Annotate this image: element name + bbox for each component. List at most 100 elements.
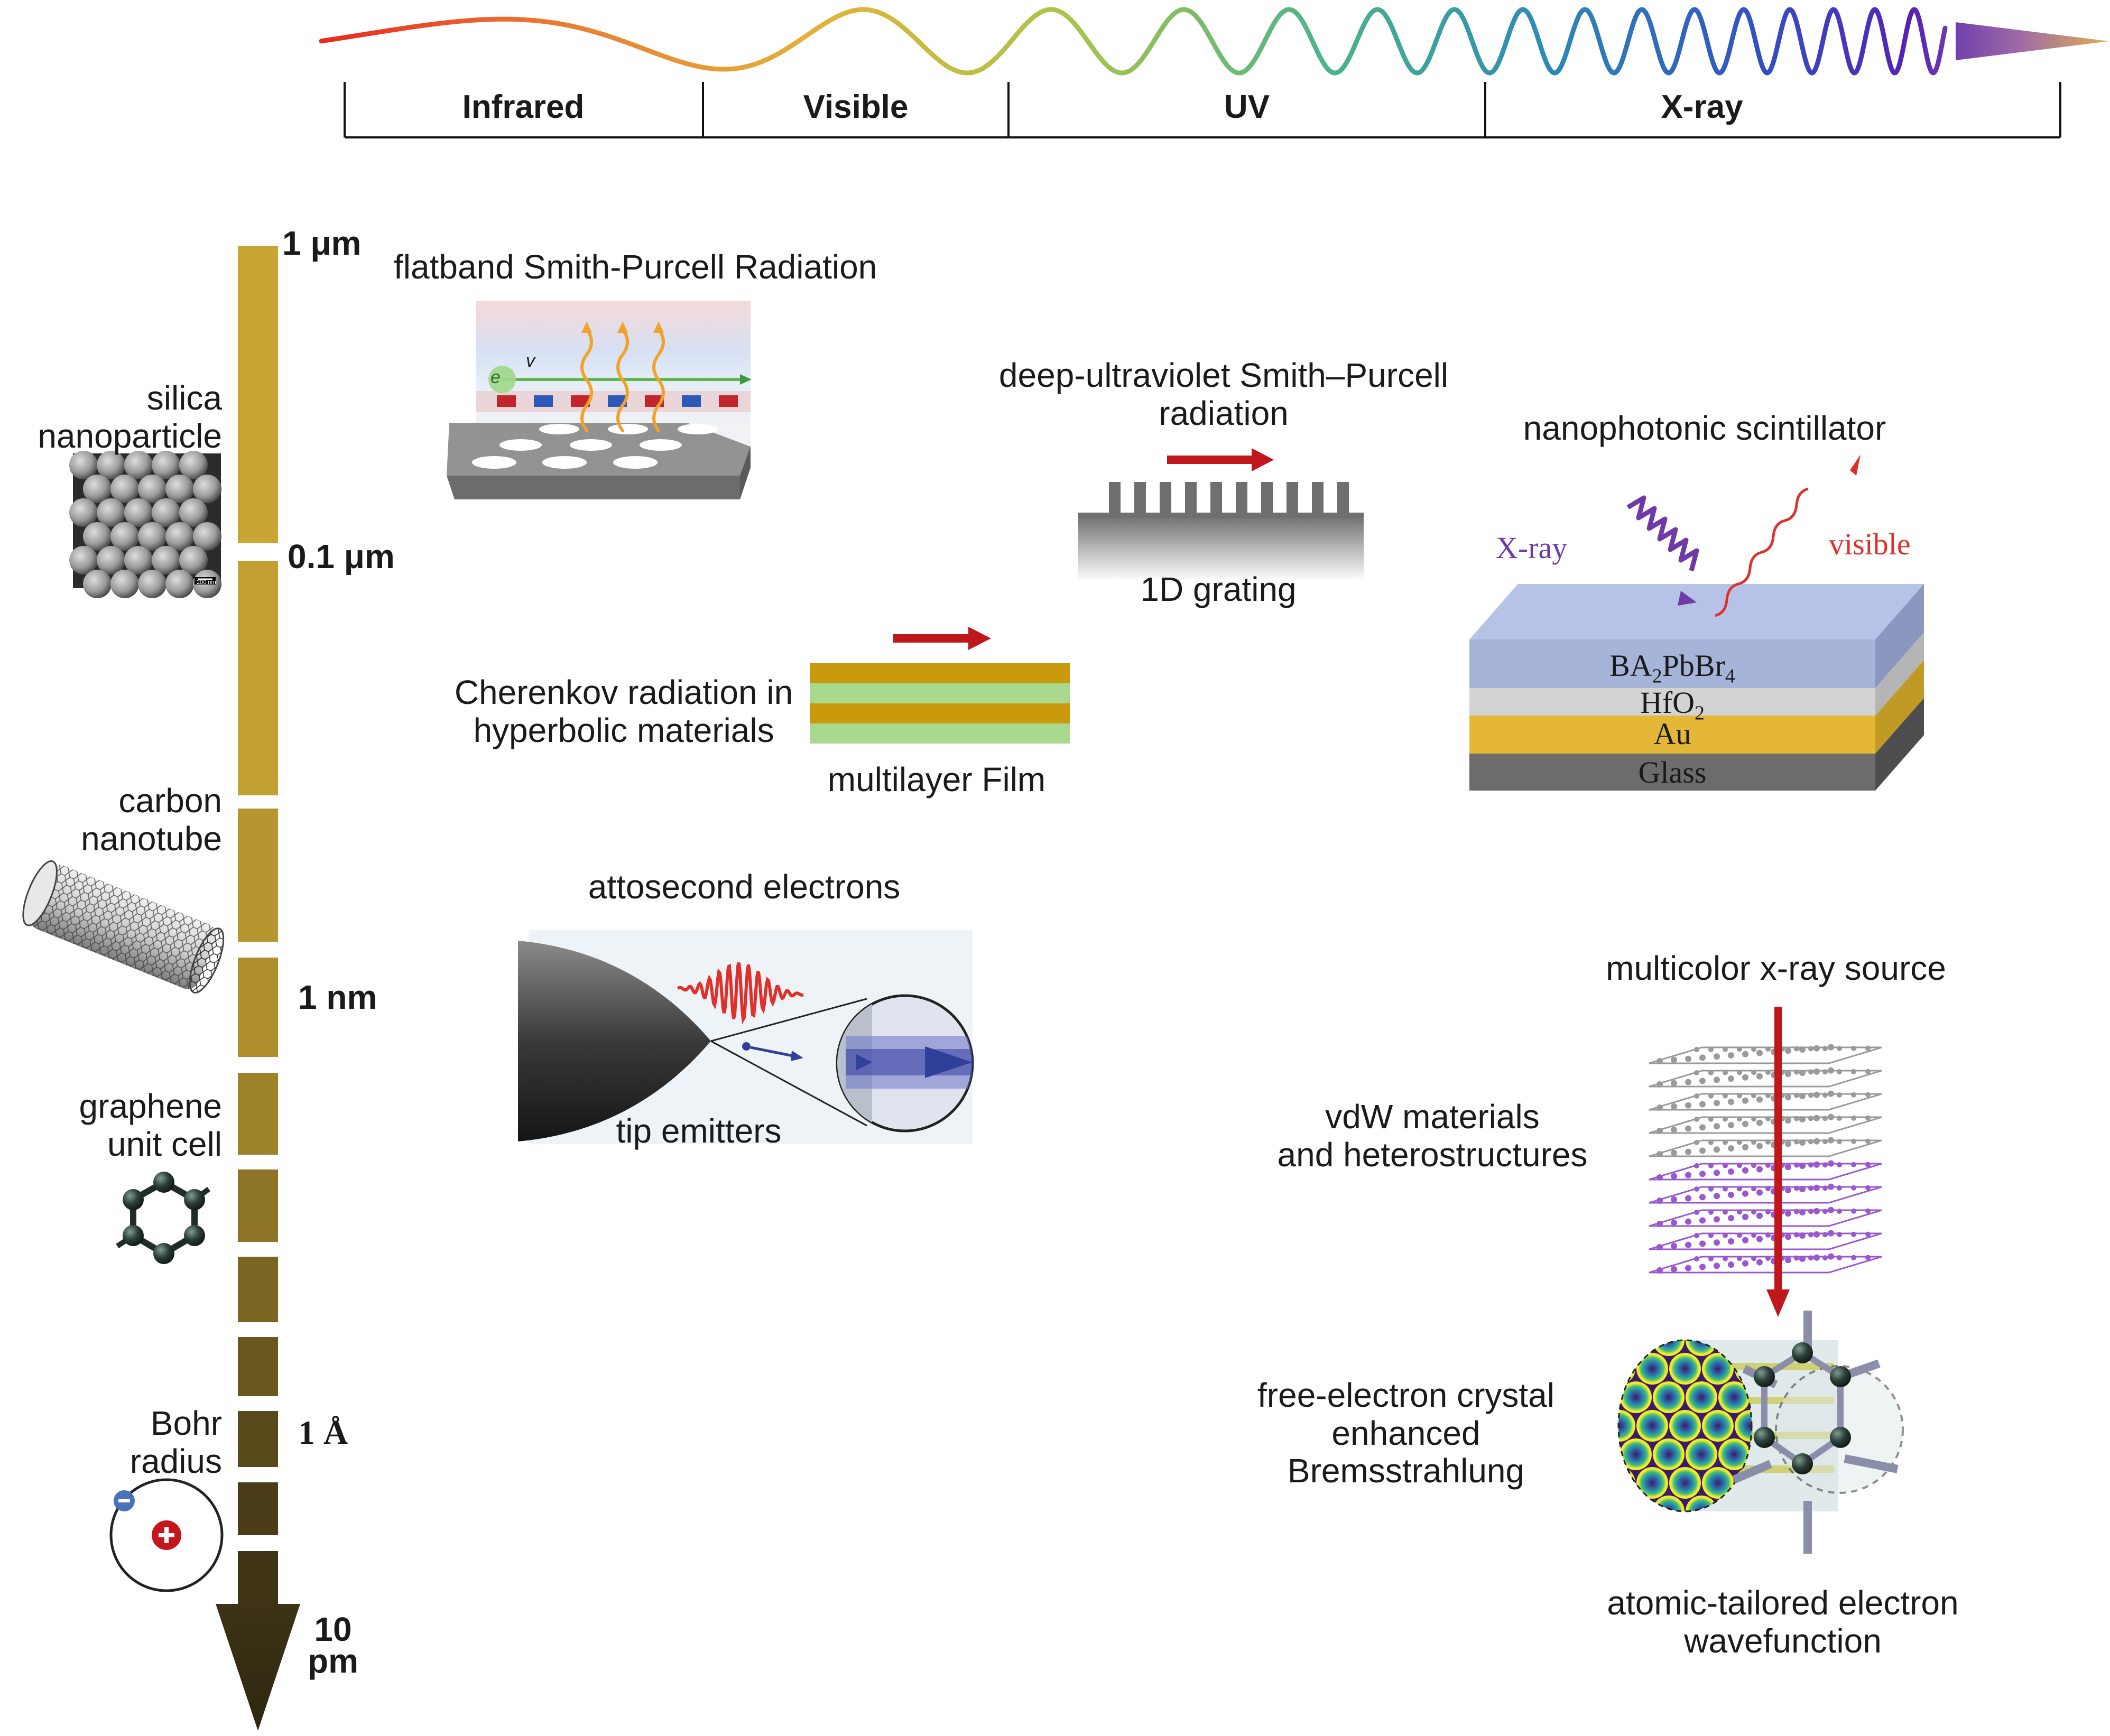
silica-sphere xyxy=(97,451,125,479)
silica-sphere xyxy=(193,475,221,503)
duv-title: deep-ultraviolet Smith–Purcell radiation xyxy=(999,356,1448,432)
layer-perovskite-label: BA2PbBr4 xyxy=(1609,648,1735,688)
silica-sphere xyxy=(97,546,125,574)
wavefunction-lobe xyxy=(1653,1496,1685,1511)
vdw-layer xyxy=(1649,1253,1882,1274)
nanotube-label-line1: carbon xyxy=(118,782,222,820)
grating-label: 1D grating xyxy=(1140,570,1297,608)
grating-tooth xyxy=(1261,482,1273,517)
multilayer-film-illustration xyxy=(810,627,1070,744)
band-label-visible: Visible xyxy=(803,89,909,125)
vdw-heterostructure-illustration xyxy=(1649,1044,1882,1274)
layer-glass-label: Glass xyxy=(1638,755,1707,790)
silica-sphere xyxy=(97,498,125,527)
graphene-label: graphene unit cell xyxy=(79,1087,222,1163)
ruler-segment xyxy=(238,1337,278,1396)
scintillator-stack-illustration xyxy=(1469,454,1924,791)
wavefunction-lobe xyxy=(1686,1496,1717,1511)
grating-tooth xyxy=(1134,482,1146,517)
graphene-unit-cell-image xyxy=(116,1172,210,1264)
free-electron-crystal-illustration xyxy=(1617,1311,1904,1554)
silica-sphere xyxy=(124,451,153,479)
sem-scalebar-label: 200 nm xyxy=(197,579,216,586)
ruler-segment xyxy=(238,1257,278,1322)
vdw-label: vdW materials and heterostructures xyxy=(1278,1098,1588,1174)
grating-tooth xyxy=(1109,482,1121,517)
scintillator-title: nanophotonic scintillator xyxy=(1523,409,1886,447)
carbon-nanotube-image xyxy=(22,860,225,994)
scale-label-10: 10 xyxy=(314,1610,352,1648)
ruler-segment xyxy=(238,958,278,1057)
scale-label-0-1um: 0.1 μm xyxy=(288,537,395,575)
atomic-label-line1: atomic-tailored electron xyxy=(1607,1584,1959,1622)
band-label-uv: UV xyxy=(1224,89,1270,125)
wavefunction-lobe xyxy=(1686,1438,1717,1470)
wavefunction-lobe xyxy=(1702,1410,1734,1442)
spectrum-arrowhead xyxy=(1956,22,2109,60)
silica-sphere xyxy=(69,546,98,574)
wavefunction-lobe xyxy=(1618,1410,1635,1442)
vdw-layer xyxy=(1649,1044,1882,1064)
atomic-label-line2: wavefunction xyxy=(1684,1621,1882,1660)
grating-tooth xyxy=(1210,482,1222,517)
smith-purcell-title: flatband Smith-Purcell Radiation xyxy=(394,248,877,286)
wavefunction-lobe xyxy=(1636,1410,1668,1442)
silica-sphere xyxy=(179,498,208,527)
vdw-label-line1: vdW materials xyxy=(1325,1098,1540,1136)
scale-label-1um: 1 μm xyxy=(282,224,362,262)
tip-emitters-label: tip emitters xyxy=(616,1112,782,1150)
layer-hfo2-label: HfO2 xyxy=(1640,685,1705,725)
fec-label-line1: free-electron crystal xyxy=(1257,1376,1554,1414)
vdw-layer xyxy=(1649,1090,1882,1111)
electron-icon xyxy=(488,366,516,393)
wavefunction-lobe xyxy=(1653,1381,1685,1413)
wavefunction-lobe xyxy=(1718,1381,1750,1413)
wavefunction-lobe xyxy=(1669,1410,1701,1442)
wavefunction-lobe xyxy=(1702,1467,1734,1499)
wavefunction-lobe xyxy=(1686,1340,1717,1356)
silica-sphere xyxy=(179,451,208,479)
cherenkov-label: Cherenkov radiation in hyperbolic materi… xyxy=(454,673,793,749)
multicolor-xray-title: multicolor x-ray source xyxy=(1606,949,1946,987)
velocity-label: v xyxy=(526,351,535,371)
fec-label-line2: enhanced xyxy=(1331,1414,1480,1452)
atomic-tailored-label: atomic-tailored electron wavefunction xyxy=(1607,1584,1958,1660)
silica-sphere xyxy=(110,570,139,598)
tip-emitter-illustration xyxy=(518,930,974,1144)
wavefunction-lobe xyxy=(1618,1467,1635,1499)
vdw-layer xyxy=(1649,1183,1882,1204)
silica-sphere xyxy=(152,546,180,574)
silica-sem-image xyxy=(69,451,221,598)
vdw-label-line2: and heterostructures xyxy=(1277,1135,1588,1174)
grating-tooth xyxy=(1337,482,1349,517)
grating-tooth xyxy=(1287,482,1298,517)
cherenkov-label-line1: Cherenkov radiation in xyxy=(454,673,793,711)
band-label-xray: X-ray xyxy=(1661,89,1743,125)
silica-sphere xyxy=(124,498,153,527)
laser-pulse-wave xyxy=(677,962,804,1025)
vdw-layer xyxy=(1649,1160,1882,1181)
duv-title-line2: radiation xyxy=(1159,394,1289,432)
flatband-smith-purcell-illustration xyxy=(447,301,752,499)
silica-label-line1: silica xyxy=(146,379,222,417)
silica-label: silica nanoparticle xyxy=(38,379,222,455)
silica-sphere xyxy=(179,546,208,574)
multilayer-label: multilayer Film xyxy=(827,760,1046,799)
xray-label: X-ray xyxy=(1496,531,1568,565)
wavefunction-lobe xyxy=(1620,1381,1652,1413)
silica-sphere xyxy=(69,451,98,479)
ruler-segment xyxy=(238,1482,278,1535)
grating-tooth xyxy=(1236,482,1247,517)
length-scale-ruler xyxy=(216,246,300,1731)
scale-label-1-angstrom: 1 Å xyxy=(298,1414,348,1451)
one-d-grating-illustration xyxy=(1078,448,1364,581)
silica-sphere xyxy=(110,475,139,503)
nanotube-label-line2: nanotube xyxy=(81,819,222,858)
wavefunction-lobe xyxy=(1653,1438,1685,1470)
spectrum-bracket xyxy=(344,82,2061,138)
spectrum-wave xyxy=(319,7,1948,76)
red-arrow-head xyxy=(1252,448,1274,471)
fec-label-line3: Bremsstrahlung xyxy=(1287,1452,1525,1490)
